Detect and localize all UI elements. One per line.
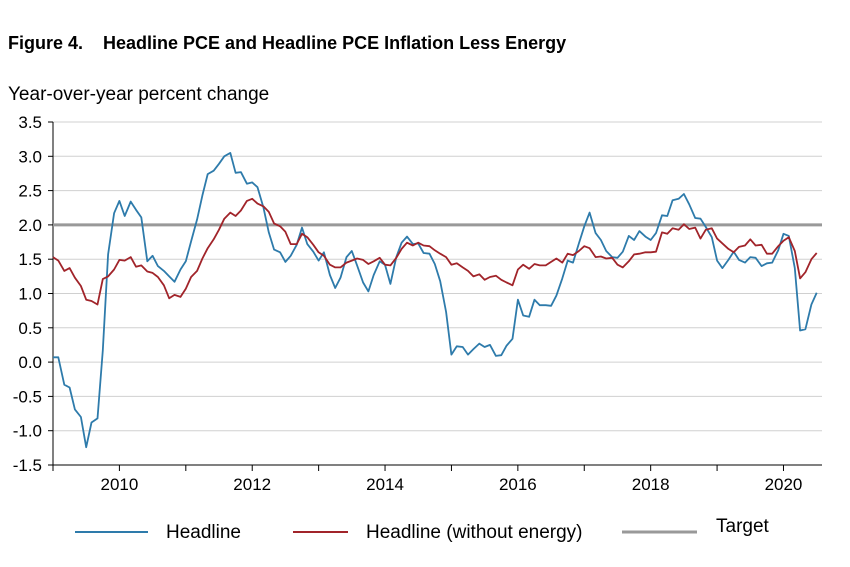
y-tick-label: -0.5 (13, 387, 42, 406)
series-lines (52, 152, 822, 449)
y-tick-label: 3.5 (18, 113, 42, 132)
x-axis: 2010 2012 2014 2016 2018 2020 (52, 465, 803, 494)
x-tick-label: 2012 (233, 475, 271, 494)
y-tick-label: 0.0 (18, 353, 42, 372)
x-tick-label: 2016 (499, 475, 537, 494)
y-axis-label: Year-over-year percent change (8, 84, 270, 105)
legend-label: Target (716, 516, 770, 537)
grid (52, 121, 822, 466)
legend: Headline Headline (without energy) Target (75, 516, 770, 543)
x-tick-label: 2018 (632, 475, 670, 494)
x-tick-label: 2014 (366, 475, 404, 494)
y-tick-label: 1.5 (18, 250, 42, 269)
x-tick-label: 2010 (100, 475, 138, 494)
y-axis: 3.5 3.0 2.5 2.0 1.5 1.0 0.5 0.0 -0.5 -1.0 -1.5 (13, 113, 53, 475)
y-tick-label: -1.5 (13, 456, 42, 475)
y-tick-label: 0.5 (18, 319, 42, 338)
legend-label: Headline (without energy) (366, 522, 583, 543)
y-tick-label: 2.5 (18, 182, 42, 201)
y-tick-label: 1.0 (18, 285, 42, 304)
y-tick-label: -1.0 (13, 422, 42, 441)
y-tick-label: 2.0 (18, 216, 42, 235)
series-line-headline (53, 152, 818, 449)
legend-label: Headline (166, 522, 241, 543)
figure-title: Figure 4. Headline PCE and Headline PCE … (8, 33, 567, 53)
series-line-headline-without-energy (52, 197, 818, 306)
y-tick-label: 3.0 (18, 147, 42, 166)
x-tick-label: 2020 (765, 475, 803, 494)
